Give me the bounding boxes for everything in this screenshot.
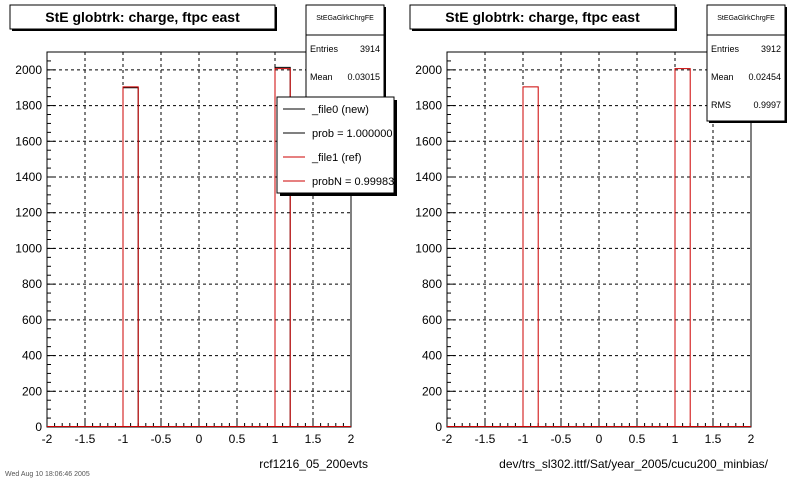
legend: _file0 (new) prob = 1.000000 _file1 (ref) p… <box>283 104 394 188</box>
footer-timestamp: Wed Aug 10 18:06:46 2005 <box>5 471 90 478</box>
y-tick-label: 600 <box>22 313 42 327</box>
y-tick-label: 400 <box>22 349 42 363</box>
x-tick-label: -1.5 <box>75 432 96 446</box>
legend-entry: _file1 (ref) <box>311 152 362 164</box>
stats-value: 0.03015 <box>347 72 380 82</box>
stats-label: Mean <box>711 72 734 82</box>
x-tick-label: 2 <box>748 432 755 446</box>
x-tick-label: -0.5 <box>151 432 172 446</box>
histogram-bar <box>274 68 291 427</box>
y-tick-label: 1600 <box>15 134 42 148</box>
chart-panel-1: -2 -1.5 -1 -0.5 0 0.5 1 1.5 2 0 200 400 600 800 1000 12… <box>5 4 397 478</box>
stats-label: Entries <box>711 44 740 54</box>
y-tick-label: 200 <box>422 384 442 398</box>
y-tick-label: 1600 <box>415 134 442 148</box>
legend-entry: _file0 (new) <box>311 104 369 116</box>
x-tick-label: 2 <box>348 432 355 446</box>
legend-entry: prob = 1.000000 <box>312 128 392 140</box>
stats-box <box>305 4 385 112</box>
y-tick-label: 800 <box>22 277 42 291</box>
x-tick-label: 0 <box>196 432 203 446</box>
chart-title: StE globtrk: charge, ftpc east <box>445 9 640 25</box>
histogram-bar <box>674 68 691 427</box>
chart-panel-2: -2 -1.5 -1 -0.5 0 0.5 1 1.5 2 0 200 400 600 800 1000 12… <box>409 4 787 471</box>
y-tick-label: 800 <box>422 277 442 291</box>
y-tick-label: 2000 <box>15 63 42 77</box>
x-tick-label: -2 <box>42 432 53 446</box>
y-tick-label: 1400 <box>15 170 42 184</box>
x-tick-label: -1 <box>518 432 529 446</box>
stats-name: StEGaGlrkChrgFE <box>316 15 374 22</box>
y-tick-label: 1800 <box>15 99 42 113</box>
x-axis-label: rcf1216_05_200evts <box>259 457 368 471</box>
y-tick-label: 1800 <box>415 99 442 113</box>
histogram-bar <box>122 86 139 427</box>
stats-value: 3914 <box>360 44 380 54</box>
y-tick-label: 1200 <box>15 206 42 220</box>
y-tick-label: 1200 <box>415 206 442 220</box>
title-box <box>9 4 276 30</box>
chart-title: StE globtrk: charge, ftpc east <box>45 9 240 25</box>
stats-label: Entries <box>310 44 339 54</box>
x-tick-label: 0.5 <box>229 432 246 446</box>
stats-value: 0.02454 <box>748 72 781 82</box>
y-tick-label: 0 <box>35 420 42 434</box>
y-tick-label: 0 <box>435 420 442 434</box>
legend-box <box>276 96 395 194</box>
stats-box <box>706 4 786 122</box>
x-tick-label: -1.5 <box>475 432 496 446</box>
x-tick-label: 0.5 <box>629 432 646 446</box>
stats-label: RMS <box>711 100 731 110</box>
x-tick-label: 0 <box>596 432 603 446</box>
y-tick-label: 600 <box>422 313 442 327</box>
x-tick-label: 1 <box>272 432 279 446</box>
y-tick-label: 400 <box>422 349 442 363</box>
title-box <box>409 4 676 30</box>
histogram-bar <box>522 86 539 427</box>
x-axis-label: dev/trs_sl302.ittf/Sat/year_2005/cucu200… <box>499 457 768 471</box>
stats-label: Mean <box>310 72 333 82</box>
x-tick-label: -2 <box>442 432 453 446</box>
x-tick-label: 1 <box>672 432 679 446</box>
legend-entry: probN = 0.99983 <box>312 176 394 188</box>
y-tick-label: 1400 <box>415 170 442 184</box>
x-tick-label: 1.5 <box>305 432 322 446</box>
x-tick-label: 1.5 <box>705 432 722 446</box>
x-tick-label: -0.5 <box>551 432 572 446</box>
stats-value: 3912 <box>761 44 781 54</box>
y-tick-label: 1000 <box>415 241 442 255</box>
stats-value: 0.9997 <box>753 100 781 110</box>
y-tick-label: 200 <box>22 384 42 398</box>
y-tick-label: 2000 <box>415 63 442 77</box>
y-tick-label: 1000 <box>15 241 42 255</box>
x-tick-label: -1 <box>118 432 129 446</box>
stats-name: StEGaGlrkChrgFE <box>717 15 775 22</box>
